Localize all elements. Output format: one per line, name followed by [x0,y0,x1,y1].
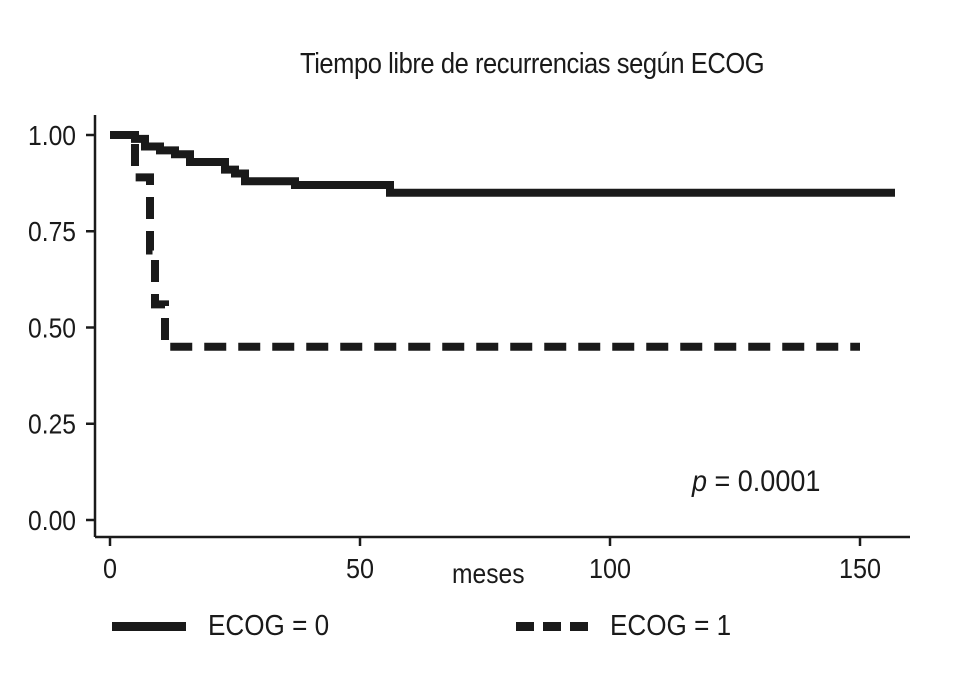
legend-dashed-line-swatch [516,621,588,631]
series-layer [110,131,895,351]
x-tick-label: 0 [103,553,117,585]
x-axis-label: meses [452,558,525,589]
x-tick-label: 100 [589,553,631,585]
y-tick-label: 0.00 [28,505,76,537]
p-value-annotation: p = 0.0001 [692,465,820,499]
axes: 0.00 0.25 0.50 0.75 1.00 0 50 100 150 [28,115,910,584]
legend-label-ecog-0: ECOG = 0 [208,609,330,642]
series-line-0 [110,131,895,197]
y-tick-label: 0.25 [28,408,76,440]
y-tick-label: 1.00 [28,120,76,152]
x-tick-label: 150 [839,553,881,585]
legend-item-ecog-1: ECOG = 1 [516,606,745,646]
y-tick-label: 0.50 [28,312,76,344]
p-symbol: p [692,465,708,498]
chart-title: Tiempo libre de recurrencias según ECOG [300,48,765,80]
x-tick-label: 50 [346,553,374,585]
series-line-1 [110,131,860,351]
p-value-text: = 0.0001 [707,465,821,498]
legend-solid-line-swatch [112,621,186,631]
y-tick-label: 0.75 [28,216,76,248]
legend-label-ecog-1: ECOG = 1 [610,609,732,642]
legend-item-ecog-0: ECOG = 0 [112,606,343,646]
